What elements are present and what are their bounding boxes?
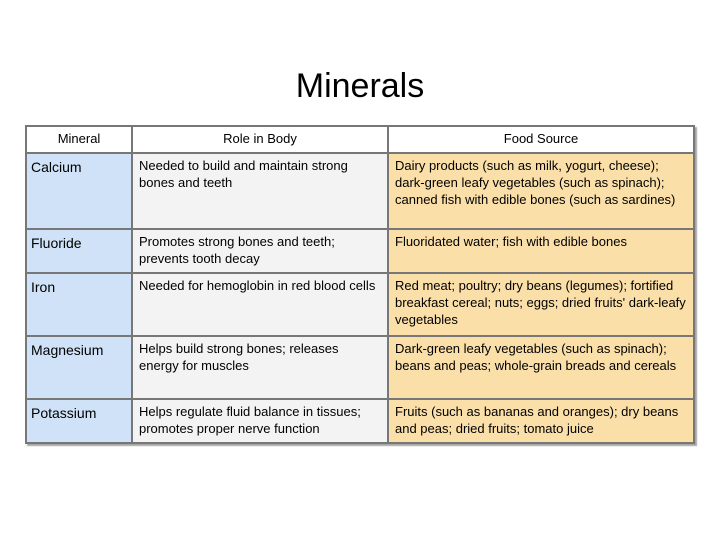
header-role: Role in Body xyxy=(133,127,387,152)
food-source-cell: Red meat; poultry; dry beans (legumes); … xyxy=(389,273,693,335)
food-source-cell: Fruits (such as bananas and oranges); dr… xyxy=(389,399,693,442)
role-cell: Needed to build and maintain strong bone… xyxy=(133,154,387,228)
mineral-cell: Fluoride xyxy=(27,229,131,272)
role-cell: Promotes strong bones and teeth; prevent… xyxy=(133,229,387,272)
table-row: Calcium Needed to build and maintain str… xyxy=(27,154,693,228)
table-header-row: Mineral Role in Body Food Source xyxy=(27,127,693,152)
slide-title: Minerals xyxy=(295,67,425,105)
mineral-cell: Iron xyxy=(27,273,131,335)
header-mineral: Mineral xyxy=(27,127,131,152)
role-cell: Helps build strong bones; releases energ… xyxy=(133,336,387,398)
food-source-cell: Dark-green leafy vegetables (such as spi… xyxy=(389,336,693,398)
table-row: Magnesium Helps build strong bones; rele… xyxy=(27,336,693,398)
header-food-source: Food Source xyxy=(389,127,693,152)
role-cell: Needed for hemoglobin in red blood cells xyxy=(133,273,387,335)
food-source-cell: Dairy products (such as milk, yogurt, ch… xyxy=(389,154,693,228)
food-source-cell: Fluoridated water; fish with edible bone… xyxy=(389,229,693,272)
minerals-table-container: Mineral Role in Body Food Source Calcium… xyxy=(25,125,695,444)
table-row: Potassium Helps regulate fluid balance i… xyxy=(27,399,693,442)
mineral-cell: Calcium xyxy=(27,154,131,228)
mineral-cell: Magnesium xyxy=(27,336,131,398)
table-row: Fluoride Promotes strong bones and teeth… xyxy=(27,229,693,272)
table-row: Iron Needed for hemoglobin in red blood … xyxy=(27,273,693,335)
role-cell: Helps regulate fluid balance in tissues;… xyxy=(133,399,387,442)
mineral-cell: Potassium xyxy=(27,399,131,442)
minerals-table: Mineral Role in Body Food Source Calcium… xyxy=(25,125,695,444)
